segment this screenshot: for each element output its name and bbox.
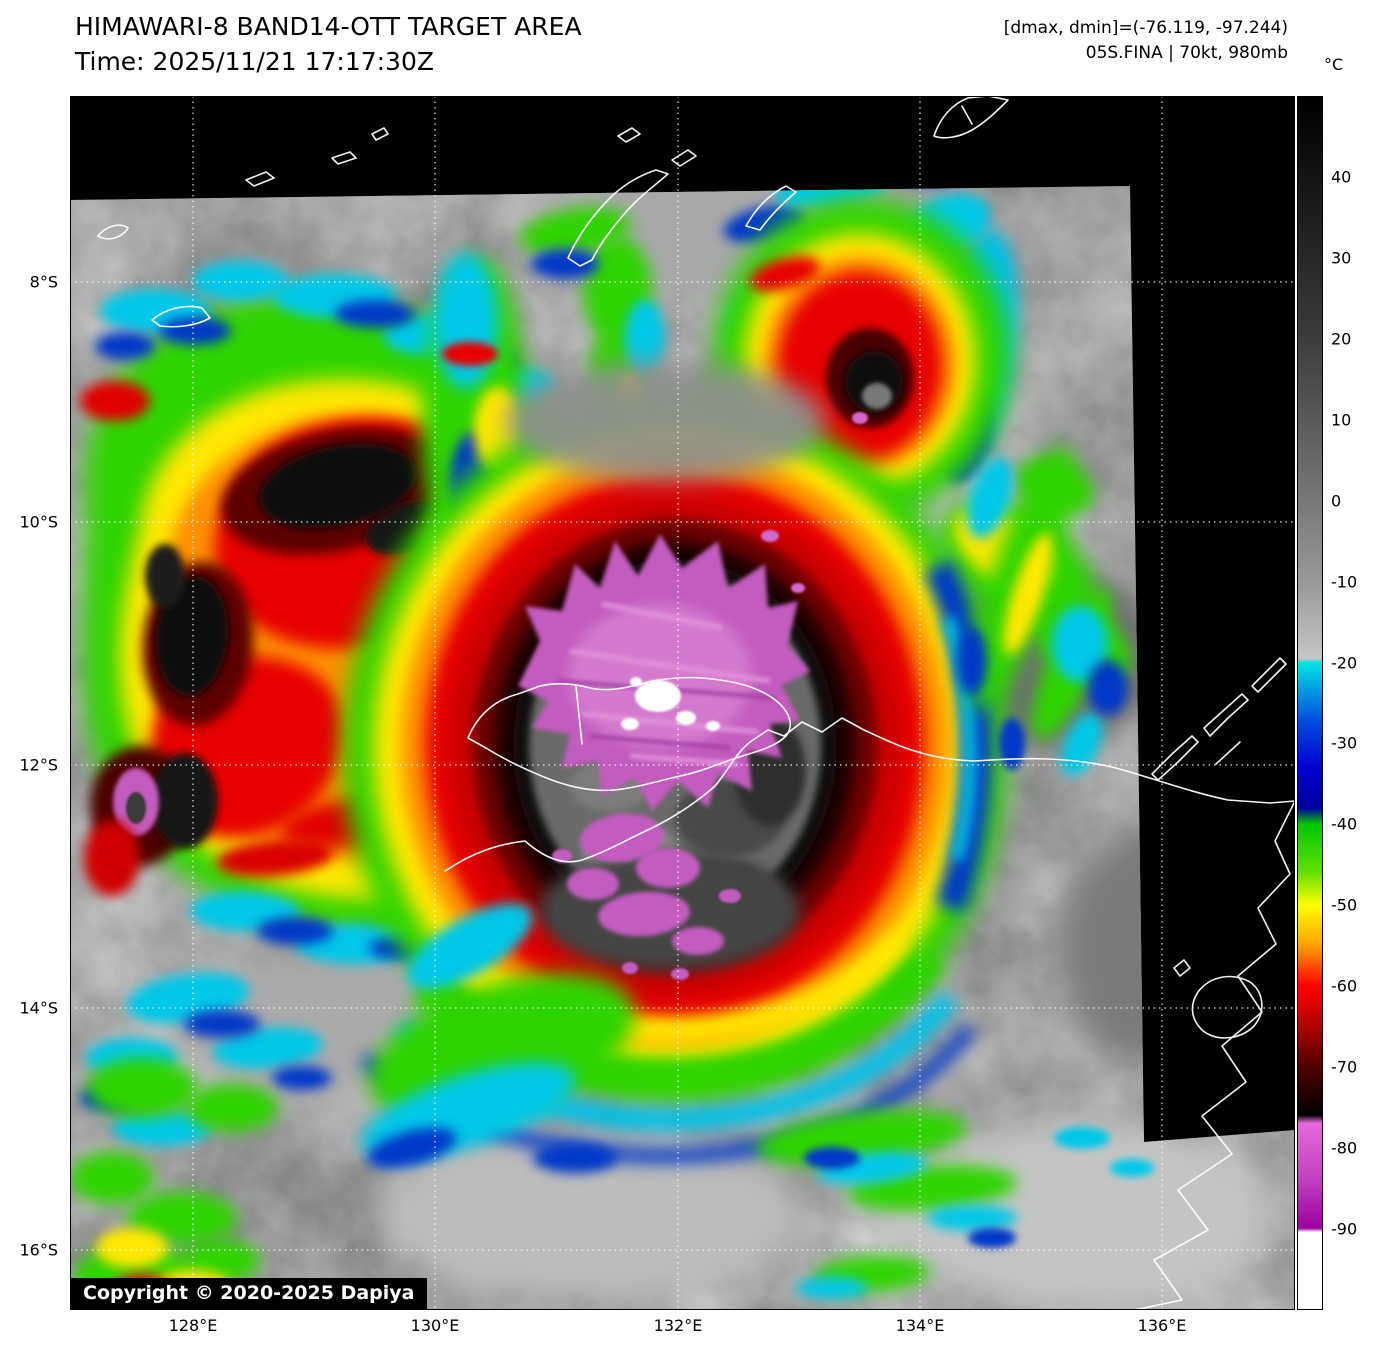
colorbar-tick-label: 0 [1331, 491, 1342, 511]
colorbar-tick-label: -30 [1331, 733, 1358, 753]
colorbar-tick-label: -90 [1331, 1219, 1358, 1239]
coastlines [97, 96, 1295, 1310]
south-arcs [359, 903, 977, 1173]
colorbar-tick-label: 20 [1331, 329, 1352, 349]
lon-tick-label: 130°E [410, 1316, 460, 1335]
colorbar-tick-label: -20 [1331, 653, 1358, 673]
map-frame [70, 96, 1295, 1310]
colorbar-tick-label: 40 [1331, 167, 1352, 187]
ir-data-area [70, 186, 1295, 1310]
satellite-ir-image [70, 96, 1295, 1310]
colorbar-tick-label: -70 [1331, 1057, 1358, 1077]
colorbar-tick-label: -60 [1331, 976, 1358, 996]
east-bands [924, 446, 1128, 913]
lat-tick-label: 12°S [19, 755, 58, 775]
lat-tick-label: 14°S [19, 998, 58, 1018]
colorbar-unit-label: °C [1324, 55, 1344, 74]
copyright-badge: Copyright © 2020-2025 Dapiya [70, 1278, 428, 1310]
lat-tick-label: 16°S [19, 1240, 58, 1260]
colorbar-ticks: 40 30 20 10 0 -10 -20 -30 -40 -50 -60 -7… [1331, 96, 1388, 1310]
lon-tick-label: 136°E [1137, 1316, 1187, 1335]
lon-tick-label: 134°E [895, 1316, 945, 1335]
lat-tick-label: 10°S [19, 512, 58, 532]
colorbar-tick-label: -80 [1331, 1138, 1358, 1158]
cold-dense-overcast [518, 530, 810, 980]
south-streaks [757, 1109, 1154, 1299]
lat-tick-label: 8°S [29, 272, 58, 292]
lon-tick-label: 128°E [168, 1316, 218, 1335]
colorbar-gradient [1297, 96, 1323, 1310]
colorbar-tick-label: -50 [1331, 895, 1358, 915]
product-title: HIMAWARI-8 BAND14-OTT TARGET AREA [75, 12, 582, 41]
colorbar-tick-label: -40 [1331, 814, 1358, 834]
dmax-dmin-readout: [dmax, dmin]=(-76.119, -97.244) [1003, 18, 1288, 38]
longitude-axis: 128°E 130°E 132°E 134°E 136°E [70, 1316, 1295, 1346]
satellite-map: Copyright © 2020-2025 Dapiya [70, 96, 1295, 1310]
lon-tick-label: 132°E [653, 1316, 703, 1335]
colorbar-tick-label: 10 [1331, 410, 1352, 430]
colorbar-tick-label: 30 [1331, 248, 1352, 268]
latitude-axis: 8°S 10°S 12°S 14°S 16°S [0, 96, 64, 1310]
west-overshoot [84, 768, 159, 896]
header-right-block: [dmax, dmin]=(-76.119, -97.244) 05S.FINA… [1004, 16, 1288, 65]
storm-info-readout: 05S.FINA | 70kt, 980mb [1085, 42, 1288, 63]
product-time: Time: 2025/11/21 17:17:30Z [75, 47, 434, 76]
graticule [70, 96, 1295, 1310]
colorbar-tick-label: -10 [1331, 572, 1358, 592]
